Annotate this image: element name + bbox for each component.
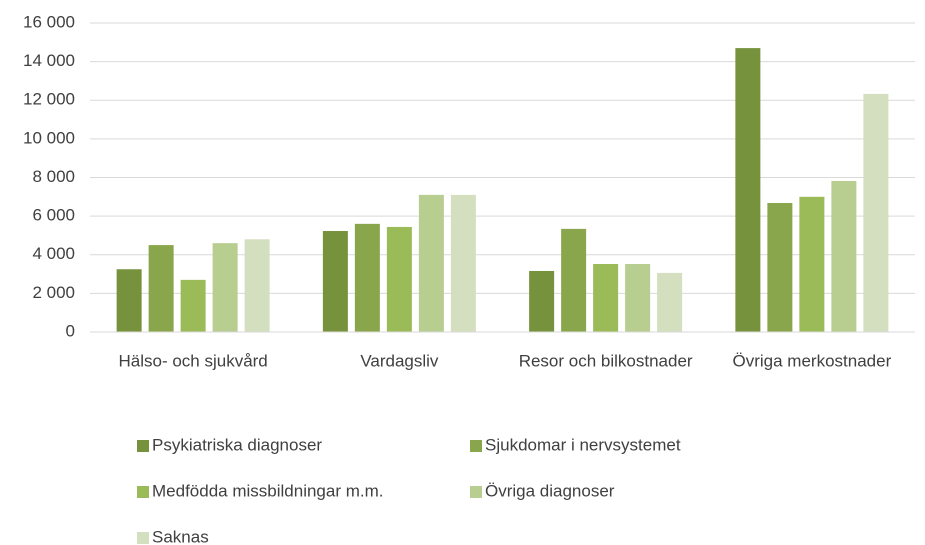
- bar: [529, 270, 555, 332]
- legend-swatch: [470, 486, 482, 498]
- x-tick-label: Resor och bilkostnader: [519, 351, 693, 370]
- bar: [625, 264, 651, 332]
- legend-label: Sjukdomar i nervsystemet: [485, 435, 681, 454]
- bar: [322, 230, 348, 332]
- y-tick-label: 16 000: [23, 12, 75, 31]
- x-tick-label: Vardagsliv: [360, 351, 439, 370]
- bar: [799, 196, 825, 332]
- legend-swatch: [137, 532, 149, 544]
- bar: [354, 223, 380, 332]
- bar: [244, 239, 270, 332]
- y-tick-label: 4 000: [32, 244, 75, 263]
- legend-swatch: [137, 440, 149, 452]
- bar: [386, 226, 412, 332]
- y-tick-label: 0: [66, 321, 75, 340]
- bar: [735, 48, 761, 332]
- bar: [561, 228, 587, 332]
- y-tick-label: 6 000: [32, 206, 75, 225]
- legend-label: Övriga diagnoser: [485, 481, 615, 500]
- legend-swatch: [137, 486, 149, 498]
- legend-label: Psykiatriska diagnoser: [152, 435, 322, 454]
- y-tick-label: 10 000: [23, 128, 75, 147]
- legend-swatch: [470, 440, 482, 452]
- bar: [116, 269, 142, 332]
- x-tick-label: Övriga merkostnader: [733, 351, 892, 370]
- bar: [180, 279, 206, 332]
- legend-label: Saknas: [152, 527, 209, 545]
- bar: [450, 194, 476, 332]
- bar: [831, 180, 857, 332]
- bar: [767, 202, 793, 332]
- y-tick-label: 14 000: [23, 51, 75, 70]
- bar: [418, 194, 444, 332]
- bar: [657, 272, 683, 332]
- bar: [863, 93, 889, 332]
- legend-label: Medfödda missbildningar m.m.: [152, 481, 383, 500]
- bar: [593, 264, 619, 332]
- bar: [148, 245, 174, 332]
- x-tick-label: Hälso- och sjukvård: [118, 351, 267, 370]
- y-tick-label: 8 000: [32, 167, 75, 186]
- bar: [212, 243, 238, 332]
- y-tick-label: 12 000: [23, 90, 75, 109]
- y-tick-label: 2 000: [32, 283, 75, 302]
